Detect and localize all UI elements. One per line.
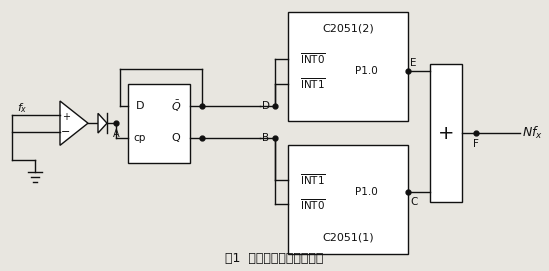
Text: $\overline{\mathrm{INT1}}$: $\overline{\mathrm{INT1}}$ xyxy=(300,76,326,91)
Text: $f_x$: $f_x$ xyxy=(16,102,27,115)
Polygon shape xyxy=(98,113,107,133)
Text: $\overline{\mathrm{INT0}}$: $\overline{\mathrm{INT0}}$ xyxy=(300,52,326,66)
Text: +: + xyxy=(62,112,70,122)
Text: B: B xyxy=(262,133,269,143)
Text: P1.0: P1.0 xyxy=(355,66,377,76)
Text: $Nf_x$: $Nf_x$ xyxy=(522,125,543,141)
Text: Q: Q xyxy=(172,133,181,143)
Text: 图1  单片机倍频电路原理图: 图1 单片机倍频电路原理图 xyxy=(225,252,323,265)
Text: cp: cp xyxy=(134,133,146,143)
Text: F: F xyxy=(473,139,479,149)
Bar xyxy=(288,145,408,254)
Text: D: D xyxy=(136,101,144,111)
Text: $\bar{Q}$: $\bar{Q}$ xyxy=(171,98,181,114)
Text: $\overline{\mathrm{INT1}}$: $\overline{\mathrm{INT1}}$ xyxy=(300,172,326,187)
Text: E: E xyxy=(410,58,417,68)
Text: C2051(2): C2051(2) xyxy=(322,23,374,33)
Bar xyxy=(128,84,190,163)
Text: C: C xyxy=(410,197,417,207)
Text: C2051(1): C2051(1) xyxy=(322,233,374,243)
Bar xyxy=(288,12,408,121)
Text: −: − xyxy=(61,127,71,137)
Text: $\overline{\mathrm{INT0}}$: $\overline{\mathrm{INT0}}$ xyxy=(300,197,326,212)
Text: A: A xyxy=(113,129,119,139)
Text: +: + xyxy=(438,124,454,143)
Text: P1.0: P1.0 xyxy=(355,187,377,197)
Text: D: D xyxy=(262,101,270,111)
Bar xyxy=(430,64,462,202)
Polygon shape xyxy=(60,101,88,145)
